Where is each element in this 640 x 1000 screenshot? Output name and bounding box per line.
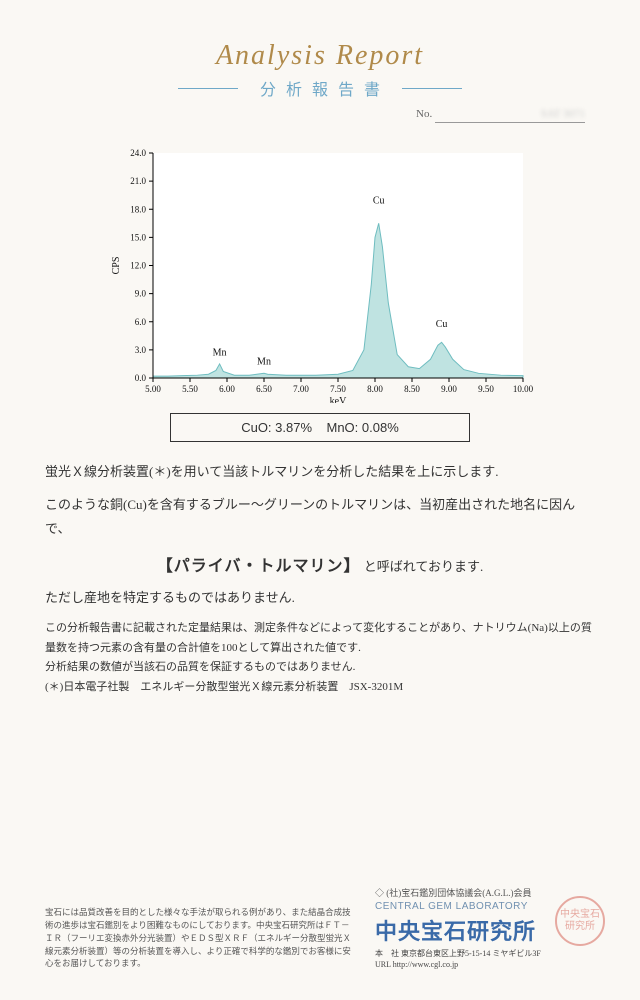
bracket-name: 【パライバ・トルマリン】 xyxy=(157,558,361,575)
footer-disclaimer: 宝石には品質改善を目的とした様々な手法が取られる例があり、また結晶合成技術の進歩… xyxy=(45,906,355,970)
title-block: Analysis Report 分析報告書 xyxy=(45,40,595,100)
svg-text:8.00: 8.00 xyxy=(367,384,383,394)
body-p3: ただし産地を特定するものではありません. xyxy=(45,586,595,611)
svg-text:6.50: 6.50 xyxy=(256,384,272,394)
svg-text:9.00: 9.00 xyxy=(441,384,457,394)
svg-text:6.00: 6.00 xyxy=(219,384,235,394)
no-value-line: SAT 3071 xyxy=(435,108,585,123)
title-line-left xyxy=(178,88,238,89)
mno-value: 0.08% xyxy=(362,420,399,435)
no-label: No. xyxy=(416,108,432,120)
body-p2: このような銅(Cu)を含有するブルー～グリーンのトルマリンは、当初産出された地名… xyxy=(45,493,595,542)
result-box: CuO: 3.87% MnO: 0.08% xyxy=(170,413,470,442)
svg-text:Mn: Mn xyxy=(213,347,227,358)
body-p5: 分析結果の数値が当該石の品質を保証するものではありません. xyxy=(45,658,595,678)
svg-text:Cu: Cu xyxy=(436,319,448,330)
cuo-label: CuO: xyxy=(241,420,271,435)
svg-text:24.0: 24.0 xyxy=(130,148,146,158)
agl-membership: ◇ (社)宝石鑑別団体協議会(A.G.L.)会員 xyxy=(375,886,595,899)
svg-text:3.0: 3.0 xyxy=(135,345,147,355)
svg-text:21.0: 21.0 xyxy=(130,176,146,186)
chart-svg: 0.0 3.0 6.0 9.0 12.0 15.0 18.0 21.0 24.0 5.00 5.50… xyxy=(105,143,535,403)
svg-text:CPS: CPS xyxy=(111,257,122,275)
title-english: Analysis Report xyxy=(45,40,595,72)
svg-text:7.50: 7.50 xyxy=(330,384,346,394)
svg-text:5.50: 5.50 xyxy=(182,384,198,394)
spectrum-chart: 0.0 3.0 6.0 9.0 12.0 15.0 18.0 21.0 24.0 5.00 5.50… xyxy=(105,143,535,403)
no-value: SAT 3071 xyxy=(541,108,585,120)
svg-text:6.0: 6.0 xyxy=(135,317,147,327)
svg-text:12.0: 12.0 xyxy=(130,261,146,271)
title-japanese: 分析報告書 xyxy=(250,76,390,100)
footer-lab-info: ◇ (社)宝石鑑別団体協議会(A.G.L.)会員 CENTRAL GEM LAB… xyxy=(375,886,595,970)
body-p4: この分析報告書に記載された定量結果は、測定条件などによって変化することがあり、ナ… xyxy=(45,619,595,659)
svg-text:8.50: 8.50 xyxy=(404,384,420,394)
svg-text:10.00: 10.00 xyxy=(513,384,534,394)
lab-url: URL http://www.cgl.co.jp xyxy=(375,959,595,970)
footer: 宝石には品質改善を目的とした様々な手法が取られる例があり、また結晶合成技術の進歩… xyxy=(45,886,595,970)
svg-text:7.00: 7.00 xyxy=(293,384,309,394)
svg-text:15.0: 15.0 xyxy=(130,232,146,242)
number-row: No. SAT 3071 xyxy=(45,108,595,123)
svg-text:Mn: Mn xyxy=(257,357,271,368)
title-jp-row: 分析報告書 xyxy=(45,76,595,100)
svg-text:0.0: 0.0 xyxy=(135,373,147,383)
svg-text:keV: keV xyxy=(330,396,347,403)
body-p6: (＊)日本電子社製 エネルギー分散型蛍光Ｘ線元素分析装置 JSX-3201M xyxy=(45,678,595,698)
svg-text:18.0: 18.0 xyxy=(130,204,146,214)
lab-address: 本 社 東京都台東区上野5-15-14 ミヤギビル3F xyxy=(375,948,595,959)
svg-text:9.50: 9.50 xyxy=(478,384,494,394)
bracket-row: 【パライバ・トルマリン】 と呼ばれております. xyxy=(45,552,595,576)
svg-text:Cu: Cu xyxy=(373,195,385,206)
svg-text:9.0: 9.0 xyxy=(135,289,147,299)
mno-label: MnO: xyxy=(327,420,359,435)
title-line-right xyxy=(402,88,462,89)
diamond-icon: ◇ xyxy=(375,888,384,898)
cuo-value: 3.87% xyxy=(275,420,312,435)
official-seal: 中央宝石研究所 xyxy=(555,896,605,946)
bracket-suffix: と呼ばれております. xyxy=(364,559,483,574)
svg-text:5.00: 5.00 xyxy=(145,384,161,394)
body-p1: 蛍光Ｘ線分析装置(＊)を用いて当該トルマリンを分析した結果を上に示します. xyxy=(45,460,595,485)
